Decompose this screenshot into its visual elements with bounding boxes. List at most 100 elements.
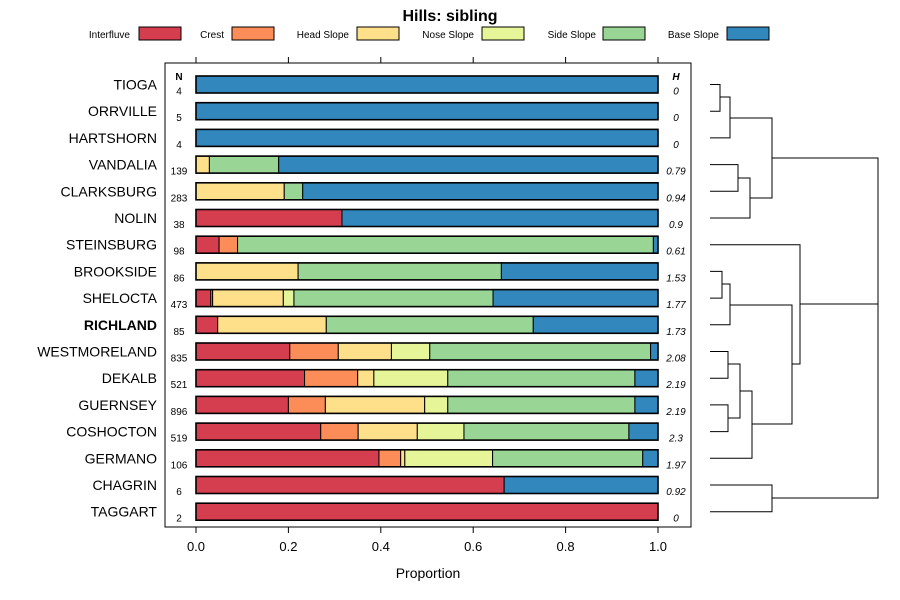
n-value: 4 bbox=[176, 87, 182, 98]
row-clarksburg: CLARKSBURG 283 0.94 bbox=[61, 182, 686, 204]
x-tick-label: 0.4 bbox=[372, 539, 390, 554]
h-value: 0.61 bbox=[666, 247, 685, 258]
n-value: 835 bbox=[171, 354, 188, 365]
h-value: 2.19 bbox=[665, 380, 686, 391]
h-value: 2.19 bbox=[665, 407, 686, 418]
bar-outline bbox=[195, 395, 659, 415]
bar-segment-base-slope bbox=[628, 422, 659, 441]
dendrogram-branch bbox=[710, 164, 739, 192]
n-value: 139 bbox=[171, 167, 188, 178]
bar-outline bbox=[195, 288, 659, 308]
plot-frame bbox=[164, 62, 692, 528]
bar-outline bbox=[195, 448, 659, 468]
bar-segment-nose-slope bbox=[390, 342, 431, 361]
bar-segment-side-slope bbox=[447, 369, 636, 388]
row-dekalb: DEKALB 521 2.19 bbox=[102, 368, 686, 391]
legend-label-crest: Crest bbox=[200, 30, 224, 41]
category-label: RICHLAND bbox=[84, 317, 157, 333]
h-value: 0 bbox=[673, 514, 679, 525]
row-brookside: BROOKSIDE 86 1.53 bbox=[74, 262, 686, 284]
legend-swatch-interfluve bbox=[138, 26, 182, 41]
dendrogram-branch bbox=[710, 84, 721, 112]
legend-label-base-slope: Base Slope bbox=[668, 30, 720, 41]
chart-rows: TIOGA 4 0 ORRVILLE 5 0 HARTSHORN 4 0 VANDALIA 139 0… bbox=[37, 75, 686, 525]
bar-outline bbox=[195, 342, 659, 361]
category-label: TAGGART bbox=[91, 504, 158, 520]
n-value: 38 bbox=[173, 220, 185, 231]
bar-segment-nose-slope bbox=[424, 395, 449, 414]
bar-segment-side-slope bbox=[463, 422, 630, 441]
x-tick-label: 1.0 bbox=[649, 539, 667, 554]
bar-outline bbox=[195, 208, 659, 228]
x-tick-label: 0.2 bbox=[279, 539, 297, 554]
bar-segment-nose-slope bbox=[282, 289, 295, 308]
bar-segment-head-slope bbox=[357, 422, 418, 441]
legend-swatch-nose-slope bbox=[481, 26, 525, 41]
category-label: VANDALIA bbox=[89, 157, 158, 173]
h-value: 1.73 bbox=[666, 327, 686, 338]
row-taggart: TAGGART 2 0 bbox=[91, 502, 679, 525]
bar-outline bbox=[195, 75, 659, 94]
bar-segment-base-slope bbox=[195, 75, 659, 94]
chart-title: Hills: sibling bbox=[402, 8, 497, 25]
dendrogram-branch bbox=[730, 117, 773, 199]
n-value: 896 bbox=[171, 407, 188, 418]
n-value: 85 bbox=[173, 327, 185, 338]
legend-swatch-base-slope bbox=[726, 26, 770, 41]
row-tioga: TIOGA 4 0 bbox=[113, 75, 679, 98]
bar-segment-nose-slope bbox=[416, 422, 465, 441]
h-value: 0 bbox=[673, 140, 679, 151]
bar-outline bbox=[195, 101, 659, 121]
bar-outline bbox=[195, 502, 659, 522]
category-label: GUERNSEY bbox=[78, 397, 157, 413]
bar-outline bbox=[195, 128, 659, 148]
legend-swatch-side-slope bbox=[602, 26, 646, 41]
bar-segment-side-slope bbox=[293, 289, 494, 308]
bar-segment-head-slope bbox=[195, 155, 210, 174]
bar-segment-base-slope bbox=[650, 342, 659, 361]
h-value: 2.3 bbox=[668, 434, 683, 445]
x-tick-label: 0.0 bbox=[187, 539, 205, 554]
bar-segment-head-slope bbox=[195, 262, 299, 281]
h-value: 0 bbox=[673, 113, 679, 124]
row-vandalia: VANDALIA 139 0.79 bbox=[89, 155, 686, 178]
category-label: GERMANO bbox=[85, 450, 157, 466]
h-value: 1.77 bbox=[666, 300, 686, 311]
bar-segment-crest bbox=[218, 235, 239, 254]
category-label: WESTMORELAND bbox=[37, 344, 157, 360]
bar-segment-side-slope bbox=[297, 262, 502, 281]
category-label: ORRVILLE bbox=[88, 103, 157, 119]
h-value: 1.53 bbox=[666, 273, 686, 284]
bar-segment-interfluve bbox=[195, 395, 289, 414]
row-guernsey: GUERNSEY 896 2.19 bbox=[78, 395, 686, 418]
row-shelocta: SHELOCTA 473 1.77 bbox=[83, 288, 686, 311]
row-chagrin: CHAGRIN 6 0.92 bbox=[92, 475, 686, 498]
bar-segment-base-slope bbox=[503, 476, 659, 494]
bar-segment-crest bbox=[320, 422, 359, 441]
x-axis-label: Proportion bbox=[396, 565, 461, 581]
row-richland: RICHLAND 85 1.73 bbox=[84, 315, 686, 338]
dendrogram-branch bbox=[710, 390, 753, 459]
bar-segment-base-slope bbox=[341, 209, 659, 227]
row-orrville: ORRVILLE 5 0 bbox=[88, 101, 679, 124]
category-label: CHAGRIN bbox=[92, 477, 157, 493]
row-hartshorn: HARTSHORN 4 0 bbox=[69, 128, 679, 151]
n-value: 521 bbox=[171, 380, 188, 391]
dendrogram-branch bbox=[710, 177, 751, 219]
dendrogram-branch bbox=[772, 157, 879, 401]
bar-segment-interfluve bbox=[195, 422, 322, 441]
legend-label-nose-slope: Nose Slope bbox=[422, 30, 474, 41]
category-label: CLARKSBURG bbox=[61, 183, 157, 199]
legend-label-side-slope: Side Slope bbox=[548, 30, 597, 41]
bar-segment-side-slope bbox=[237, 235, 654, 254]
dendrogram-branch bbox=[710, 404, 729, 433]
bar-outline bbox=[195, 262, 659, 281]
bar-segment-interfluve bbox=[195, 235, 220, 254]
dendrogram-branch bbox=[710, 270, 723, 299]
bar-segment-interfluve bbox=[195, 476, 505, 494]
n-value: 106 bbox=[171, 460, 188, 471]
h-value: 0.79 bbox=[666, 167, 686, 178]
category-label: STEINSBURG bbox=[66, 237, 157, 253]
bar-segment-side-slope bbox=[447, 395, 636, 414]
category-label: TIOGA bbox=[113, 77, 157, 93]
